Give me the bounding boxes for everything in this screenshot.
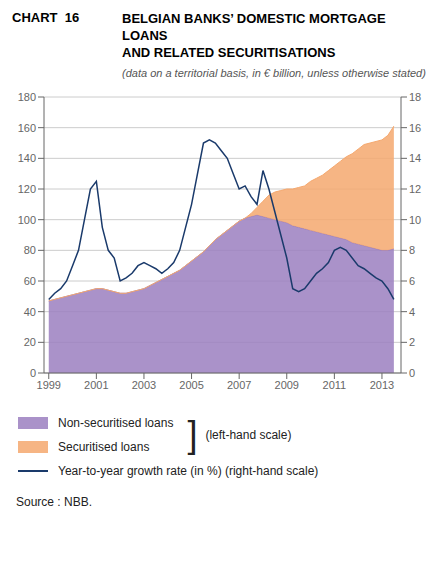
- svg-text:0: 0: [409, 367, 415, 379]
- svg-text:20: 20: [24, 336, 36, 348]
- html-text:BELGIAN BANKS’ DOMESTIC MORTGA: BELGIAN BANKS’ DOMESTIC MORTGAGE LOANS A…: [122, 11, 386, 60]
- html-text:Source : NBB.: Source : NBB.: [16, 495, 92, 509]
- svg-text:2003: 2003: [132, 379, 156, 391]
- svg-text:8: 8: [409, 244, 415, 256]
- svg-text:2007: 2007: [227, 379, 251, 391]
- html-text:Securitised loans: Securitised loans: [58, 440, 150, 454]
- svg-text:6: 6: [409, 275, 415, 287]
- html-text:Non-securitised loans: Non-securitised loans: [58, 416, 174, 430]
- svg-text:160: 160: [18, 122, 36, 134]
- svg-text:120: 120: [18, 183, 36, 195]
- svg-text:2005: 2005: [179, 379, 203, 391]
- svg-text:0: 0: [30, 367, 36, 379]
- svg-text:100: 100: [18, 214, 36, 226]
- html-text:(data on a territorial basis,: (data on a territorial basis, in € billi…: [122, 67, 426, 79]
- svg-text:4: 4: [409, 306, 415, 318]
- svg-text:1999: 1999: [37, 379, 61, 391]
- svg-text:2: 2: [409, 336, 415, 348]
- svg-text:80: 80: [24, 244, 36, 256]
- svg-text:2001: 2001: [84, 379, 108, 391]
- svg-text:14: 14: [409, 152, 421, 164]
- svg-text:2009: 2009: [275, 379, 299, 391]
- svg-text:2011: 2011: [323, 379, 347, 391]
- svg-text:60: 60: [24, 275, 36, 287]
- svg-text:180: 180: [18, 91, 36, 103]
- svg-text:16: 16: [409, 122, 421, 134]
- html-text:CHART 16: CHART 16: [12, 10, 80, 25]
- svg-text:2013: 2013: [370, 379, 394, 391]
- svg-text:18: 18: [409, 91, 421, 103]
- svg-text:140: 140: [18, 152, 36, 164]
- svg-text:10: 10: [409, 214, 421, 226]
- svg-text:40: 40: [24, 306, 36, 318]
- html-text:(left-hand scale): (left-hand scale): [205, 428, 292, 442]
- svg-text:12: 12: [409, 183, 421, 195]
- html-text:Year-to-year growth rate (in %: Year-to-year growth rate (in %) (right-h…: [58, 464, 319, 478]
